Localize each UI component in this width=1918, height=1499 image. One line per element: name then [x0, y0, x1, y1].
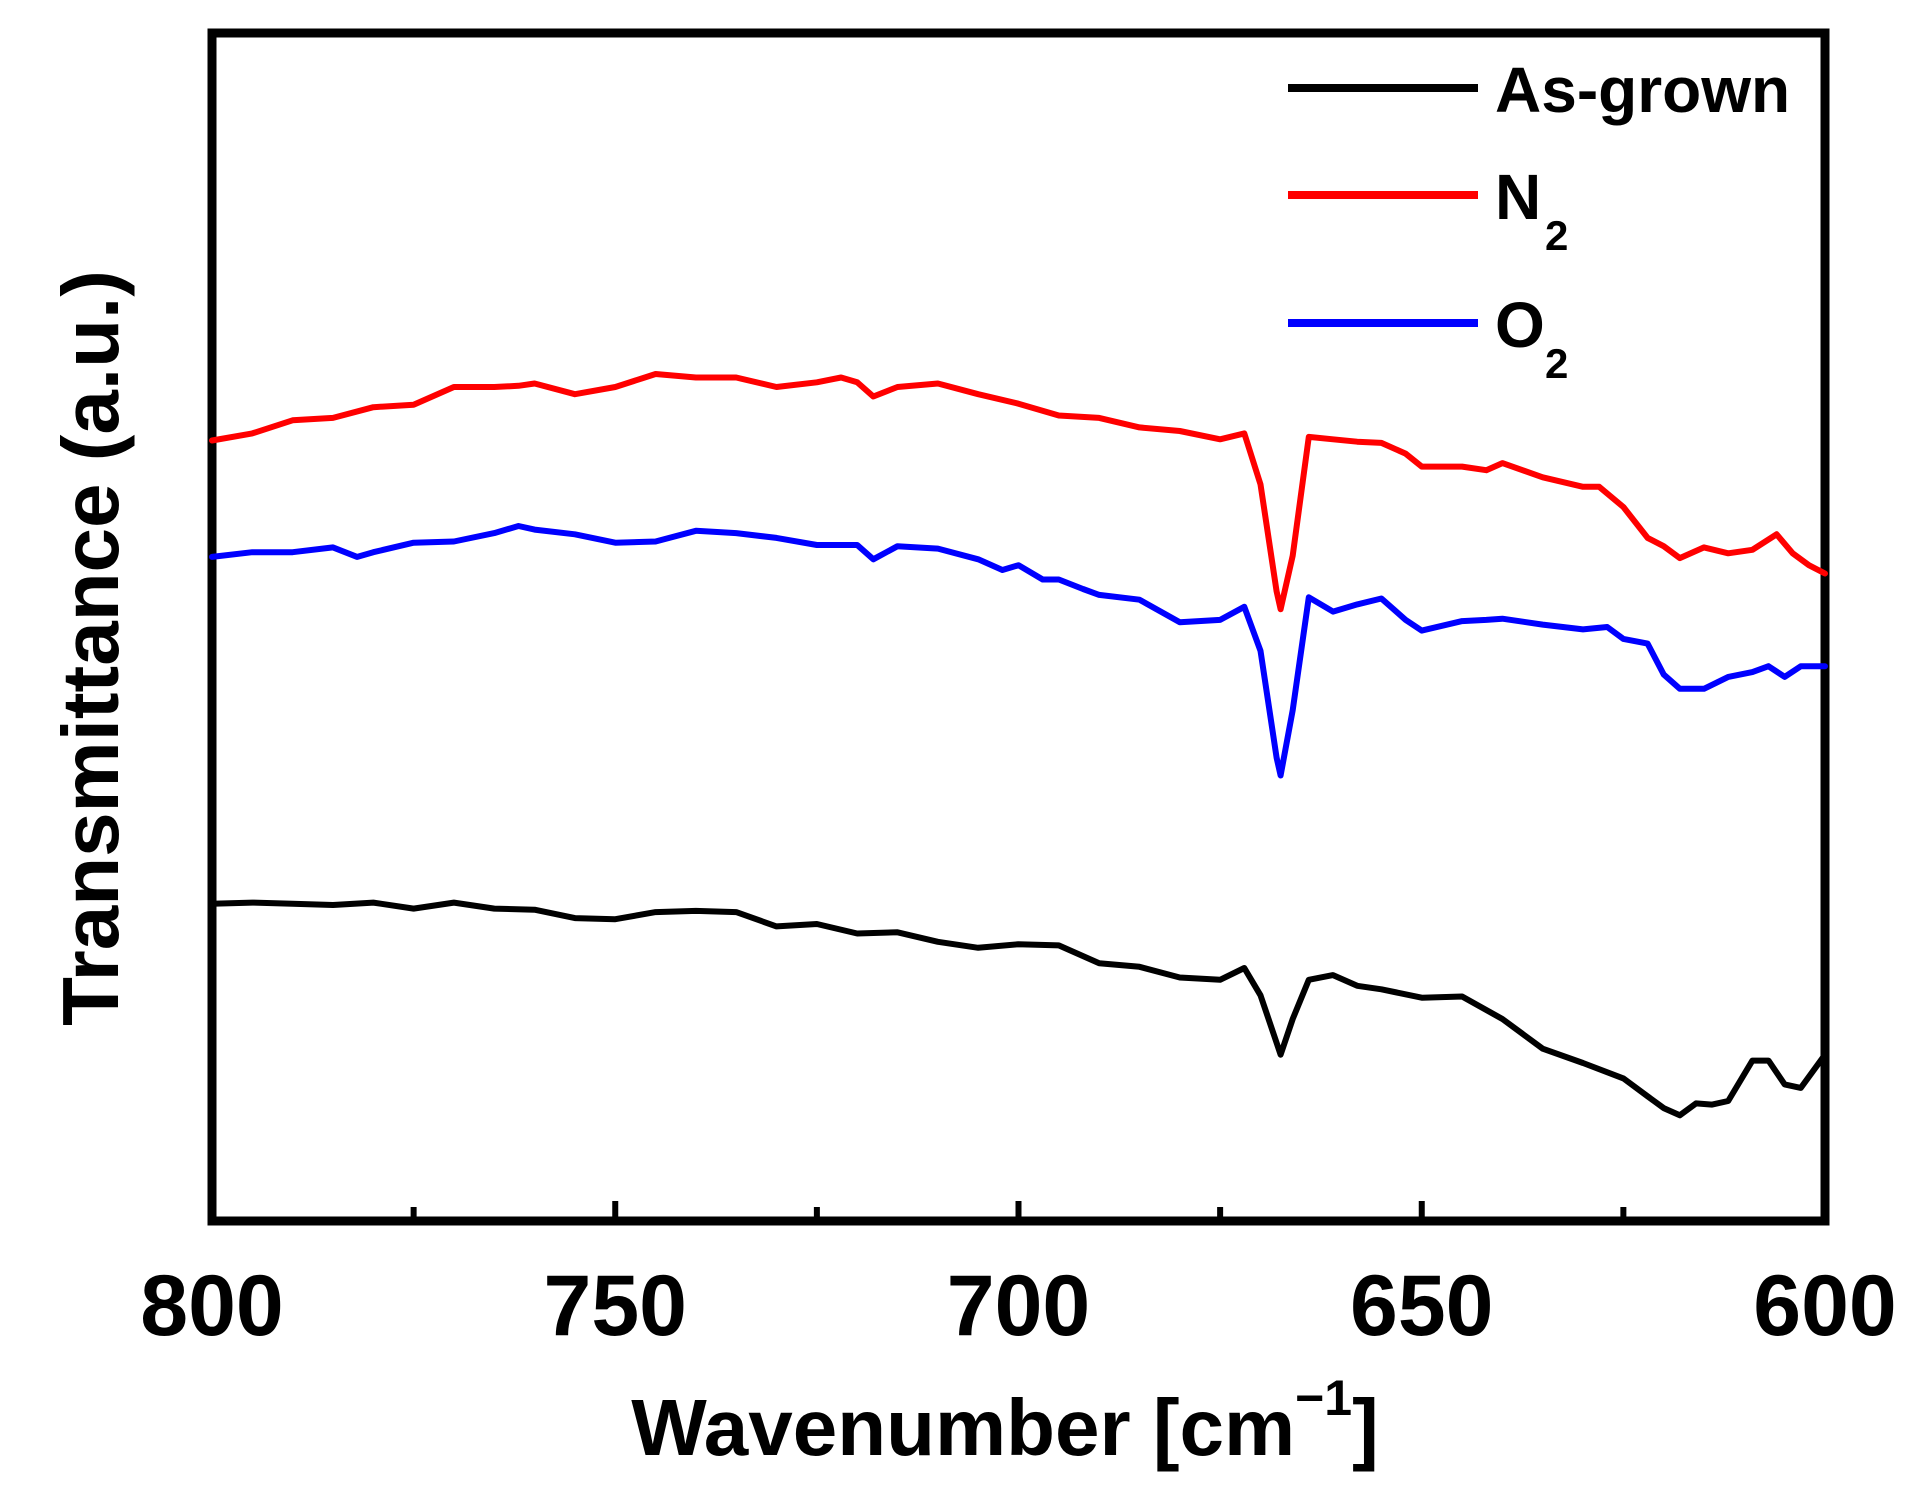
x-tick-label-800: 800 [140, 1258, 284, 1354]
x-tick-label-600: 600 [1753, 1258, 1897, 1354]
series-line-o2 [209, 523, 1828, 779]
legend-subscript-o2: 2 [1545, 340, 1568, 387]
x-axis-title-close: ] [1352, 1383, 1379, 1472]
legend: As-grown N 2 O 2 [1288, 54, 1790, 387]
legend-subscript-n2: 2 [1545, 212, 1568, 259]
x-axis-tick-labels: 800 750 700 650 600 [140, 1258, 1897, 1354]
x-axis-title-text: Wavenumber [cm [631, 1383, 1295, 1472]
legend-label-o2: O [1495, 289, 1545, 361]
legend-label-n2: N [1495, 161, 1541, 233]
series-layer [209, 371, 1828, 1119]
x-axis-ticks [209, 1201, 1828, 1221]
x-tick-label-750: 750 [544, 1258, 688, 1354]
svg-text:Wavenumber [cm−1]: Wavenumber [cm−1] [631, 1370, 1379, 1472]
x-tick-label-650: 650 [1350, 1258, 1494, 1354]
legend-label-as-grown: As-grown [1495, 54, 1790, 126]
series-line-n2 [209, 371, 1828, 613]
x-tick-label-700: 700 [947, 1258, 1091, 1354]
x-axis-title-superscript: −1 [1295, 1370, 1352, 1426]
series-line-as-grown [209, 899, 1828, 1119]
x-axis-title: Wavenumber [cm−1] [631, 1370, 1379, 1472]
y-axis-title: Transmittance (a.u.) [46, 270, 135, 1026]
